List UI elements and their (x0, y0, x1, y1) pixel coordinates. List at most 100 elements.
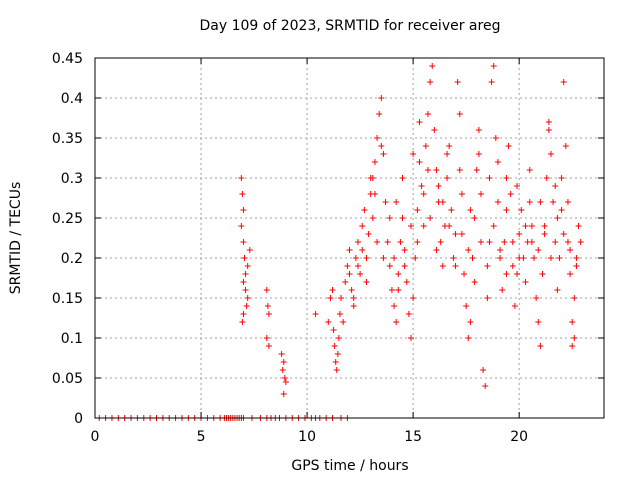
data-point (240, 207, 247, 213)
data-point (391, 303, 398, 309)
data-point (450, 255, 457, 261)
data-point (514, 271, 521, 277)
data-point (382, 199, 389, 205)
data-point (439, 199, 446, 205)
data-point (371, 159, 378, 165)
data-point (427, 215, 434, 221)
data-point (278, 351, 285, 357)
data-point (522, 223, 529, 229)
data-point (363, 279, 370, 285)
data-point (408, 223, 415, 229)
data-point (325, 319, 332, 325)
data-point (461, 271, 468, 277)
data-point (344, 263, 351, 269)
data-point (509, 239, 516, 245)
data-point (463, 303, 470, 309)
y-tick-label: 0.45 (52, 51, 83, 67)
data-point (239, 319, 246, 325)
data-point (395, 287, 402, 293)
data-point (378, 95, 385, 101)
x-tick-label: 5 (197, 429, 206, 445)
data-point (505, 143, 512, 149)
data-point (528, 239, 535, 245)
data-point (433, 247, 440, 253)
data-point (541, 231, 548, 237)
data-point (573, 263, 580, 269)
data-point (541, 223, 548, 229)
data-point (359, 223, 366, 229)
data-point (329, 287, 336, 293)
data-point (354, 263, 361, 269)
data-point (333, 367, 340, 373)
data-point (477, 239, 484, 245)
data-point (433, 167, 440, 173)
data-point (420, 191, 427, 197)
data-point (280, 391, 287, 397)
data-point (444, 175, 451, 181)
data-point (384, 239, 391, 245)
data-point (535, 247, 542, 253)
data-point (401, 263, 408, 269)
data-point (526, 199, 533, 205)
data-point (240, 311, 247, 317)
data-point (374, 135, 381, 141)
data-point (569, 319, 576, 325)
data-point (242, 271, 249, 277)
data-point (244, 295, 251, 301)
tick-labels: 0 5 10 15 20 0 0.05 0.1 0.15 0.2 0.25 0.3 0.35 0.4 0.4… (52, 51, 528, 445)
data-point (497, 247, 504, 253)
data-point (473, 167, 480, 173)
data-point (241, 255, 248, 261)
data-point (486, 239, 493, 245)
data-point (545, 119, 552, 125)
data-point (471, 215, 478, 221)
data-point (465, 247, 472, 253)
axes (94, 57, 605, 419)
data-point (516, 255, 523, 261)
data-point (458, 191, 465, 197)
data-point (554, 215, 561, 221)
data-point (420, 223, 427, 229)
data-point (456, 167, 463, 173)
data-point (437, 239, 444, 245)
data-point (575, 223, 582, 229)
data-point (414, 239, 421, 245)
data-point (552, 183, 559, 189)
data-point (475, 151, 482, 157)
data-point (397, 239, 404, 245)
data-point (243, 303, 250, 309)
data-point (336, 311, 343, 317)
data-point (514, 183, 521, 189)
data-point (511, 303, 518, 309)
data-point (469, 255, 476, 261)
data-point (446, 143, 453, 149)
data-point (564, 199, 571, 205)
data-point (238, 175, 245, 181)
data-point (238, 223, 245, 229)
data-point (577, 239, 584, 245)
data-point (547, 151, 554, 157)
data-point (242, 287, 249, 293)
data-point (281, 375, 288, 381)
grid-lines (95, 57, 604, 418)
data-point (454, 79, 461, 85)
data-point (452, 231, 459, 237)
data-point (386, 215, 393, 221)
data-point (539, 271, 546, 277)
data-point (246, 247, 253, 253)
data-point (280, 359, 287, 365)
data-point (352, 255, 359, 261)
data-point (346, 247, 353, 253)
data-point (528, 223, 535, 229)
data-point (263, 335, 270, 341)
data-point (342, 279, 349, 285)
data-point (535, 319, 542, 325)
data-point (380, 255, 387, 261)
data-point (467, 319, 474, 325)
data-point (354, 239, 361, 245)
data-point (331, 343, 338, 349)
data-point (560, 231, 567, 237)
data-point (475, 127, 482, 133)
